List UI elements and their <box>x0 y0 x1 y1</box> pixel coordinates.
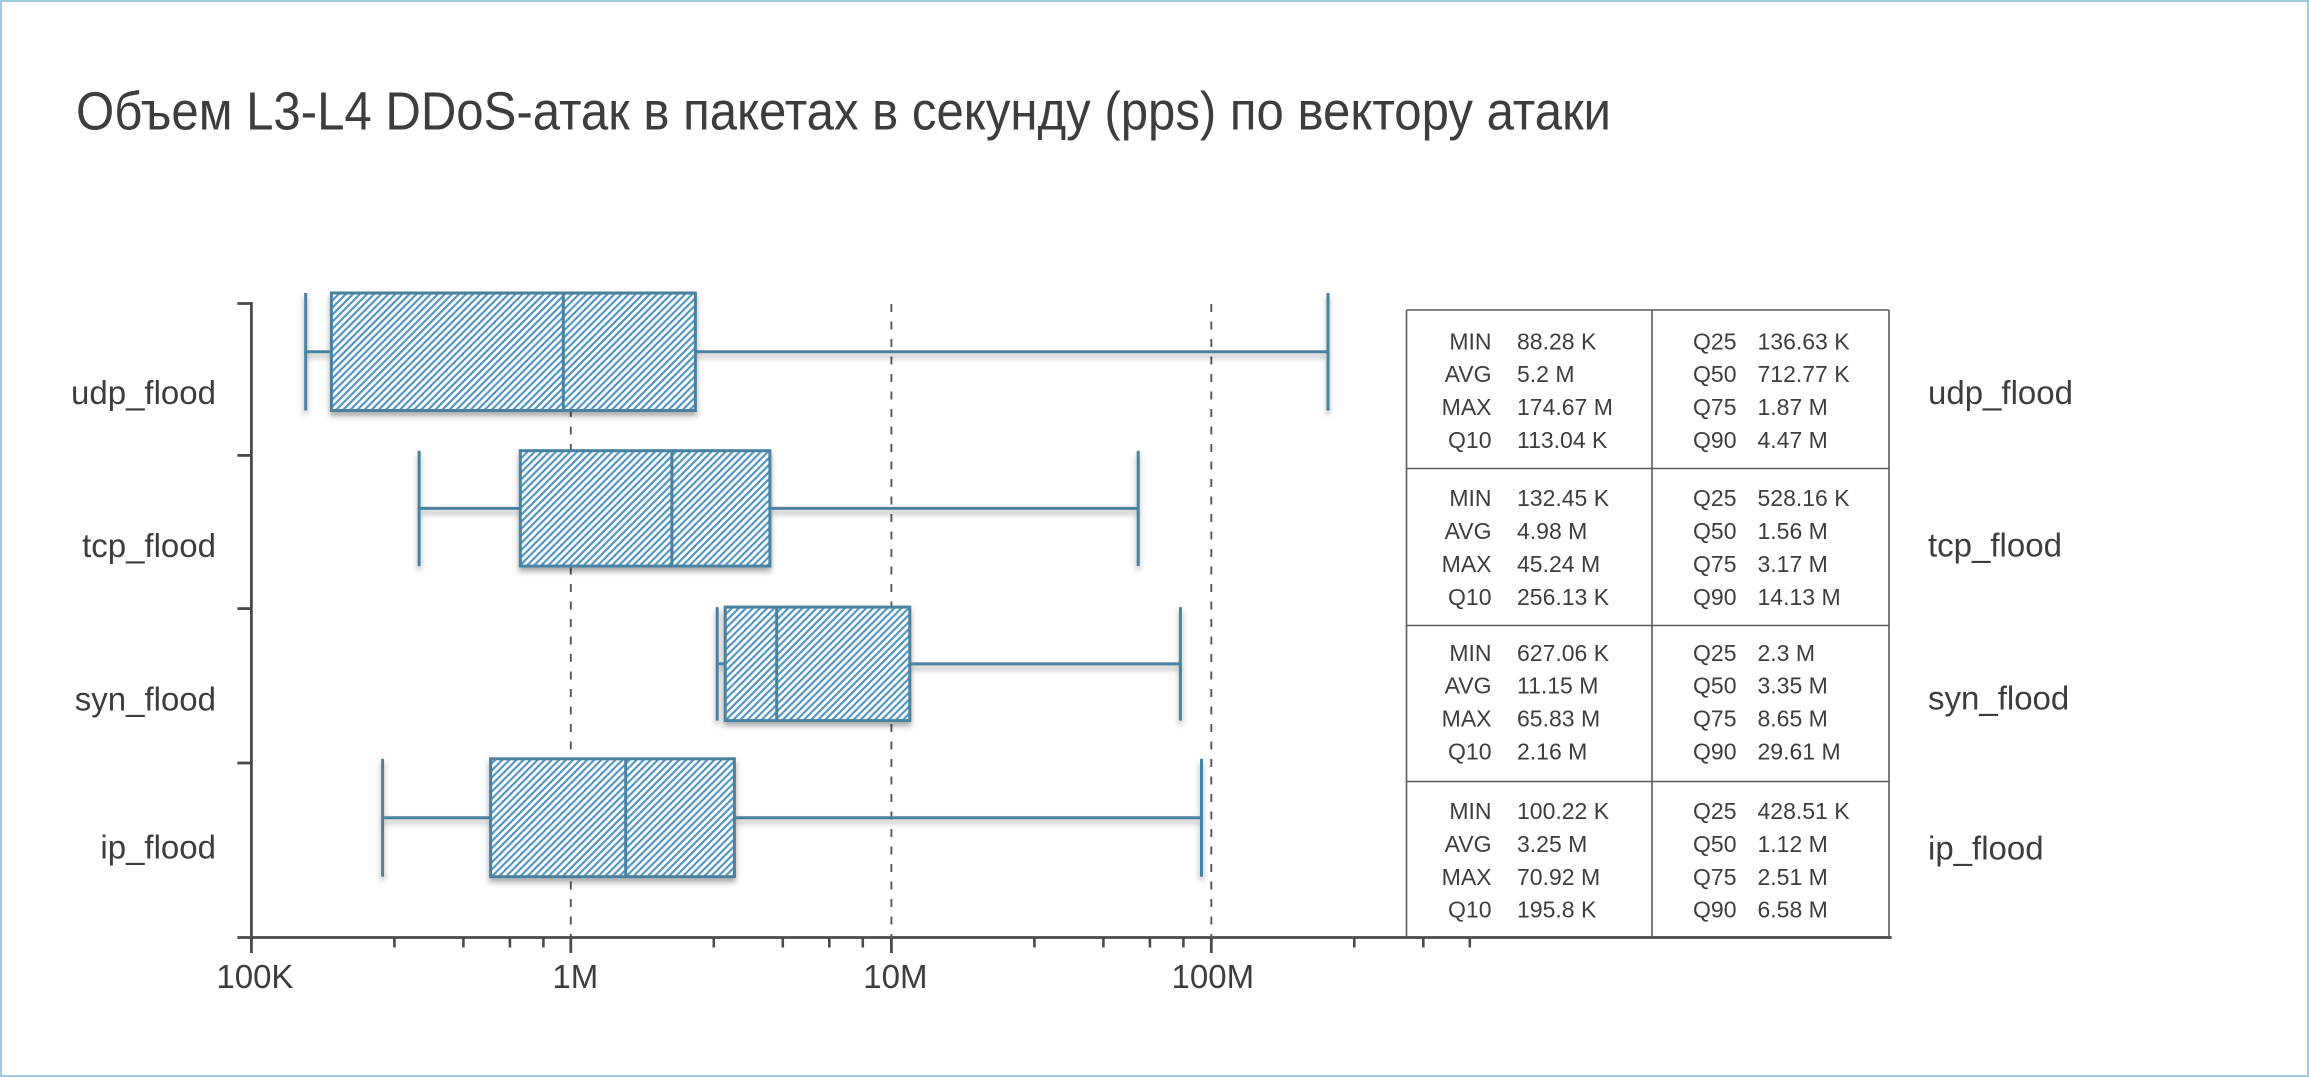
svg-text:Q10: Q10 <box>1448 897 1491 923</box>
svg-text:1.87 M: 1.87 M <box>1758 394 1828 420</box>
svg-text:tcp_flood: tcp_flood <box>1928 527 2062 564</box>
svg-text:256.13 K: 256.13 K <box>1517 584 1610 610</box>
svg-text:AVG: AVG <box>1445 361 1492 387</box>
svg-text:Q75: Q75 <box>1693 864 1736 890</box>
svg-text:ip_flood: ip_flood <box>1928 830 2044 867</box>
svg-text:2.51 M: 2.51 M <box>1758 864 1828 890</box>
svg-text:100.22 K: 100.22 K <box>1517 798 1610 824</box>
svg-text:528.16 K: 528.16 K <box>1758 485 1851 511</box>
svg-text:Q50: Q50 <box>1693 361 1736 387</box>
svg-text:Q25: Q25 <box>1693 328 1736 354</box>
svg-text:Q25: Q25 <box>1693 640 1736 666</box>
svg-text:136.63 K: 136.63 K <box>1758 328 1851 354</box>
svg-text:Q50: Q50 <box>1693 518 1736 544</box>
svg-text:100M: 100M <box>1172 958 1255 995</box>
svg-text:4.98 M: 4.98 M <box>1517 518 1587 544</box>
svg-text:3.25 M: 3.25 M <box>1517 831 1587 857</box>
svg-text:1.56 M: 1.56 M <box>1758 518 1828 544</box>
svg-text:132.45 K: 132.45 K <box>1517 485 1610 511</box>
svg-text:70.92 M: 70.92 M <box>1517 864 1600 890</box>
svg-text:29.61 M: 29.61 M <box>1758 739 1841 765</box>
svg-text:100K: 100K <box>216 958 293 995</box>
svg-text:65.83 M: 65.83 M <box>1517 706 1600 732</box>
svg-text:MAX: MAX <box>1442 551 1492 577</box>
svg-text:Q10: Q10 <box>1448 584 1491 610</box>
svg-text:udp_flood: udp_flood <box>1928 374 2073 411</box>
svg-text:syn_flood: syn_flood <box>1928 680 2069 717</box>
svg-text:1.12 M: 1.12 M <box>1758 831 1828 857</box>
svg-text:8.65 M: 8.65 M <box>1758 706 1828 732</box>
svg-text:MAX: MAX <box>1442 864 1492 890</box>
svg-text:Q90: Q90 <box>1693 584 1736 610</box>
svg-text:88.28 K: 88.28 K <box>1517 328 1597 354</box>
svg-text:Q75: Q75 <box>1693 706 1736 732</box>
svg-text:2.3 M: 2.3 M <box>1758 640 1816 666</box>
svg-text:712.77 K: 712.77 K <box>1758 361 1851 387</box>
svg-text:Q25: Q25 <box>1693 485 1736 511</box>
svg-text:3.35 M: 3.35 M <box>1758 673 1828 699</box>
svg-text:MIN: MIN <box>1449 798 1491 824</box>
svg-text:Q10: Q10 <box>1448 739 1491 765</box>
svg-text:195.8 K: 195.8 K <box>1517 897 1597 923</box>
svg-text:Q75: Q75 <box>1693 551 1736 577</box>
svg-text:Q90: Q90 <box>1693 427 1736 453</box>
svg-text:174.67 M: 174.67 M <box>1517 394 1613 420</box>
svg-text:MIN: MIN <box>1449 328 1491 354</box>
svg-text:Q50: Q50 <box>1693 673 1736 699</box>
svg-text:Q10: Q10 <box>1448 427 1491 453</box>
svg-text:1M: 1M <box>552 958 598 995</box>
svg-text:Q90: Q90 <box>1693 897 1736 923</box>
svg-text:MAX: MAX <box>1442 706 1492 732</box>
svg-text:10M: 10M <box>863 958 927 995</box>
svg-text:11.15 M: 11.15 M <box>1517 673 1598 699</box>
svg-text:Q50: Q50 <box>1693 831 1736 857</box>
svg-text:45.24 M: 45.24 M <box>1517 551 1600 577</box>
svg-text:syn_flood: syn_flood <box>75 681 216 718</box>
svg-text:5.2 M: 5.2 M <box>1517 361 1575 387</box>
svg-text:AVG: AVG <box>1445 518 1492 544</box>
svg-text:Q75: Q75 <box>1693 394 1736 420</box>
svg-text:428.51 K: 428.51 K <box>1758 798 1851 824</box>
svg-text:6.58 M: 6.58 M <box>1758 897 1828 923</box>
svg-text:AVG: AVG <box>1445 831 1492 857</box>
svg-text:14.13 M: 14.13 M <box>1758 584 1841 610</box>
svg-text:113.04 K: 113.04 K <box>1517 427 1608 453</box>
svg-text:2.16 M: 2.16 M <box>1517 739 1587 765</box>
svg-text:627.06 K: 627.06 K <box>1517 640 1610 666</box>
svg-text:3.17 M: 3.17 M <box>1758 551 1828 577</box>
svg-text:Q90: Q90 <box>1693 739 1736 765</box>
svg-text:tcp_flood: tcp_flood <box>82 527 216 564</box>
svg-text:4.47 M: 4.47 M <box>1758 427 1828 453</box>
svg-text:MAX: MAX <box>1442 394 1492 420</box>
svg-text:AVG: AVG <box>1445 673 1492 699</box>
svg-text:Q25: Q25 <box>1693 798 1736 824</box>
svg-text:ip_flood: ip_flood <box>100 829 216 866</box>
svg-text:udp_flood: udp_flood <box>71 374 216 411</box>
svg-text:MIN: MIN <box>1449 640 1491 666</box>
svg-text:Объем L3-L4 DDoS-атак в пакета: Объем L3-L4 DDoS-атак в пакетах в секунд… <box>76 82 1611 142</box>
svg-text:MIN: MIN <box>1449 485 1491 511</box>
